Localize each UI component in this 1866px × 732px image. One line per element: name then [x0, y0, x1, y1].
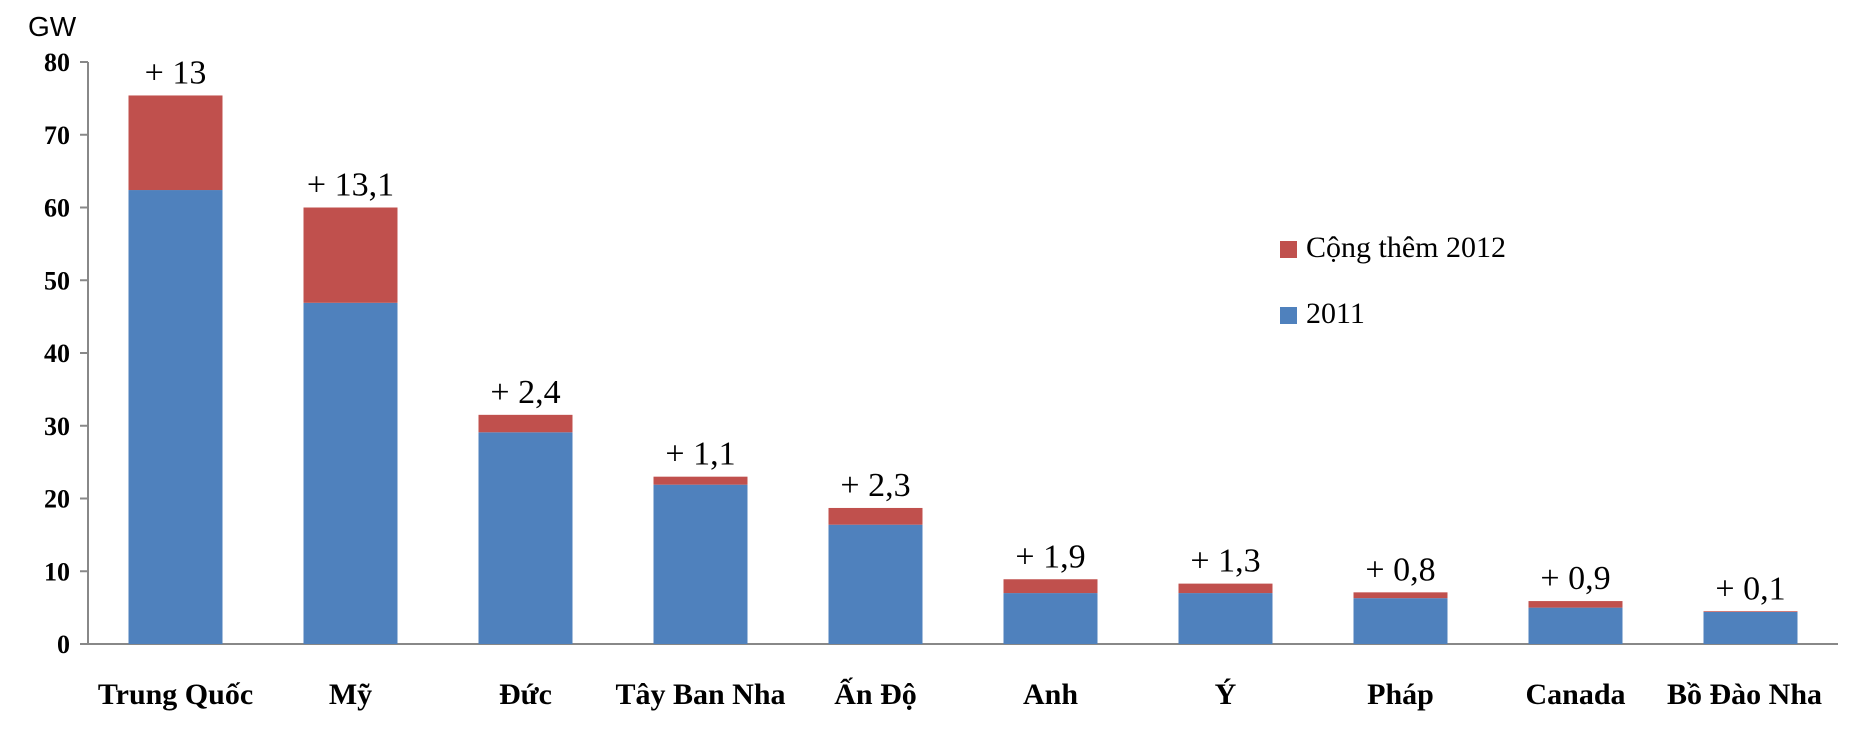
bar-added	[1003, 579, 1098, 594]
x-tick-label: Canada	[1525, 678, 1625, 711]
data-label: + 13,1	[307, 167, 394, 204]
data-label: + 1,9	[1015, 538, 1085, 575]
data-label: + 0,8	[1365, 551, 1435, 588]
data-label: + 0,9	[1540, 560, 1610, 597]
y-tick-label: 80	[44, 48, 70, 77]
y-tick-label: 0	[57, 630, 70, 659]
data-label: + 13	[145, 54, 207, 91]
data-label: + 2,3	[840, 467, 910, 504]
x-tick-label: Trung Quốc	[98, 678, 253, 711]
x-tick-label: Ấn Độ	[834, 677, 917, 711]
legend: Cộng thêm 2012 2011	[1280, 231, 1506, 330]
bar-base	[128, 190, 223, 645]
bar-added	[1178, 583, 1273, 594]
x-tick-label: Mỹ	[329, 678, 372, 711]
y-tick-label: 30	[44, 412, 70, 441]
y-tick-label: 50	[44, 266, 70, 295]
x-tick-label: Đức	[499, 678, 552, 711]
bar-base	[1528, 607, 1623, 644]
legend-label: 2011	[1306, 297, 1365, 330]
bar-added	[1353, 592, 1448, 599]
bar-added	[828, 507, 923, 525]
bar-added	[1528, 601, 1623, 608]
y-tick-label: 10	[44, 557, 70, 586]
data-label: + 0,1	[1715, 570, 1785, 607]
bar-added	[653, 476, 748, 485]
bar-base	[303, 302, 398, 644]
legend-label: Cộng thêm 2012	[1306, 231, 1506, 264]
bar-base	[653, 484, 748, 644]
bar-base	[828, 524, 923, 644]
y-tick-label: 60	[44, 194, 70, 223]
bar-added	[1703, 611, 1798, 612]
x-tick-label: Tây Ban Nha	[615, 678, 785, 711]
bar-base	[1178, 593, 1273, 644]
bars	[128, 95, 1798, 645]
bar-added	[303, 207, 398, 303]
bar-added	[128, 95, 223, 191]
bar-base	[1353, 598, 1448, 644]
data-label: + 1,3	[1190, 543, 1260, 580]
bar-base	[1703, 611, 1798, 644]
bar-added	[478, 414, 573, 433]
x-tick-label: Anh	[1023, 678, 1078, 711]
x-tick-label: Pháp	[1367, 678, 1434, 711]
y-tick-label: 70	[44, 121, 70, 150]
y-unit-label: GW	[28, 11, 77, 42]
y-tick-label: 20	[44, 485, 70, 514]
legend-swatch	[1280, 241, 1297, 258]
y-tick-label: 40	[44, 339, 70, 368]
y-axis-ticks: 0 10 20 30 40 50 60 70 80	[44, 48, 88, 659]
x-axis-ticks: Trung Quốc Mỹ Đức Tây Ban Nha Ấn Độ Anh Ý Pháp C…	[98, 677, 1822, 711]
data-label: + 1,1	[665, 436, 735, 473]
bar-base	[478, 432, 573, 644]
legend-swatch	[1280, 307, 1297, 324]
bar-base	[1003, 593, 1098, 644]
data-label: + 2,4	[490, 374, 560, 411]
data-labels: + 13 + 13,1 + 2,4 + 1,1 + 2,3 + 1,9 + 1,3 + 0,8…	[145, 54, 1786, 607]
x-tick-label: Bồ Đào Nha	[1667, 678, 1822, 711]
x-tick-label: Ý	[1215, 678, 1237, 711]
